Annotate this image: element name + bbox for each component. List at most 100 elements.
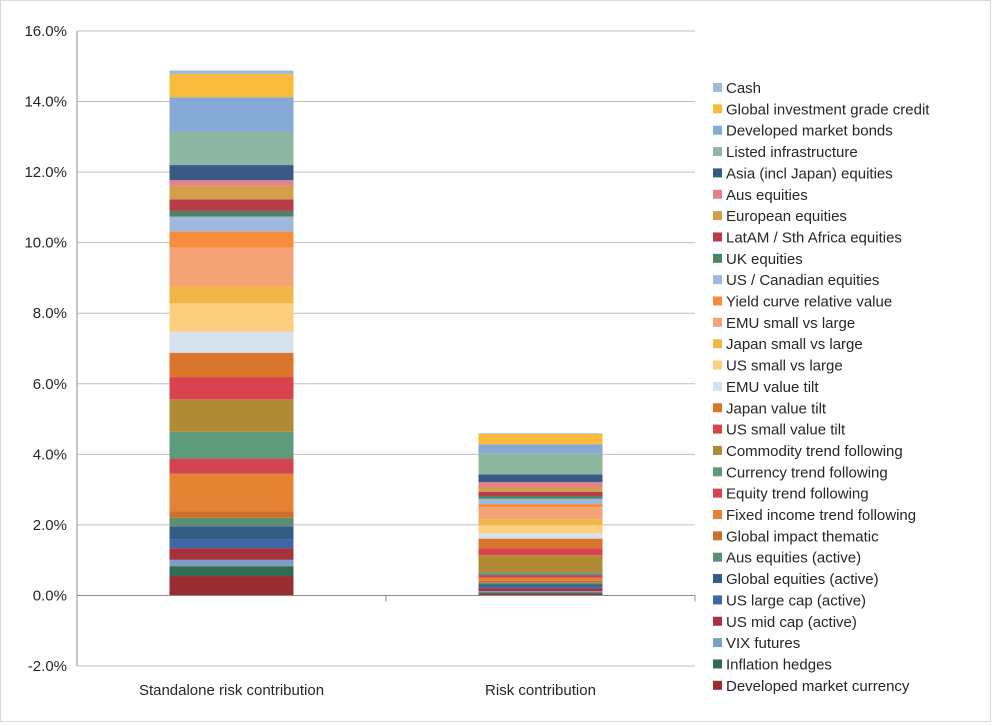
legend-swatch [713, 104, 722, 114]
bar-segment [169, 185, 294, 200]
bar-segment [169, 377, 294, 400]
bar-segment [478, 498, 603, 505]
legend-swatch [713, 275, 722, 285]
bar-segment [478, 591, 603, 593]
bar-segment [169, 331, 294, 353]
legend-label: Asia (incl Japan) equities [726, 165, 893, 182]
y-tick-label: 2.0% [33, 517, 67, 534]
bar-segment [169, 539, 294, 549]
legend-label: Commodity trend following [726, 443, 903, 460]
bar-segment [478, 474, 603, 483]
axes: -2.0% 0.0% 2.0% 4.0% 6.0% 8.0% 10.0% 12.0% 14.0%… [24, 23, 696, 699]
bar-segment [478, 574, 603, 578]
legend-swatch [713, 83, 722, 92]
legend-swatch [713, 552, 722, 562]
y-tick-label: 12.0% [24, 164, 67, 181]
bar-segment [169, 210, 294, 217]
legend-label: US small value tilt [726, 422, 846, 439]
bar-segment [478, 519, 603, 526]
legend-label: Fixed income trend following [726, 507, 916, 524]
legend-swatch [713, 168, 722, 178]
legend-label: Global equities (active) [726, 571, 879, 588]
legend: Cash Global investment grade credit Develo… [713, 80, 930, 695]
legend-swatch [713, 488, 722, 498]
y-tick-label: 8.0% [33, 305, 67, 322]
legend-label: Currency trend following [726, 464, 888, 481]
bar-segment [478, 433, 603, 445]
bar-segment [478, 525, 603, 534]
legend-swatch [713, 403, 722, 413]
bar-segment [478, 495, 603, 499]
legend-swatch [713, 531, 722, 541]
legend-swatch [713, 317, 722, 327]
legend-swatch [713, 659, 722, 669]
legend-swatch [713, 574, 722, 584]
y-tick-label: 14.0% [24, 94, 67, 111]
y-tick-label: 4.0% [33, 446, 67, 463]
y-tick-label: 10.0% [24, 235, 67, 252]
bar-segment [478, 582, 603, 585]
legend-swatch [713, 232, 722, 242]
bar-segment [169, 286, 294, 304]
legend-label: VIX futures [726, 635, 800, 652]
bar-segment [169, 511, 294, 518]
legend-label: Developed market bonds [726, 123, 893, 140]
legend-swatch [713, 339, 722, 349]
legend-label: UK equities [726, 251, 803, 268]
bar-segment [169, 247, 294, 287]
bar-segment [478, 588, 603, 592]
legend-label: US mid cap (active) [726, 614, 857, 631]
legend-label: EMU small vs large [726, 315, 855, 332]
bar-segment [169, 526, 294, 540]
legend-swatch [713, 296, 722, 306]
legend-label: Inflation hedges [726, 656, 832, 673]
legend-swatch [713, 147, 722, 157]
bar-segment [169, 473, 294, 512]
bar-segment [169, 180, 294, 186]
legend-label: US small vs large [726, 358, 843, 375]
bar-segment [478, 507, 603, 520]
legend-label: US / Canadian equities [726, 272, 879, 289]
legend-swatch [713, 253, 722, 263]
bar-segment [169, 431, 294, 459]
y-tick-label: -2.0% [28, 658, 67, 675]
bar-segment [169, 231, 294, 248]
bar-segment [169, 303, 294, 332]
bar-segment [169, 548, 294, 560]
bar-segment [169, 352, 294, 378]
bar-segment [478, 487, 603, 492]
legend-swatch [713, 424, 722, 434]
y-tick-label: 6.0% [33, 376, 67, 393]
legend-label: Cash [726, 80, 761, 97]
bar-segment [169, 566, 294, 577]
bar-stacks [169, 70, 603, 596]
legend-label: Yield curve relative value [726, 294, 892, 311]
legend-label: Developed market currency [726, 678, 910, 695]
legend-label: Japan small vs large [726, 336, 863, 353]
bar-segment [169, 131, 294, 166]
bar-segment [169, 70, 294, 75]
legend-swatch [713, 616, 722, 626]
bar-segment [478, 538, 603, 549]
legend-label: Aus equities (active) [726, 550, 861, 567]
bar-segment [478, 580, 603, 583]
bar-segment [169, 97, 294, 132]
legend-label: European equities [726, 208, 847, 225]
bar-segment [169, 458, 294, 474]
bar-segment [478, 586, 603, 589]
legend-swatch [713, 467, 722, 477]
legend-label: Global impact thematic [726, 528, 879, 545]
legend-swatch [713, 680, 722, 690]
bar-segment [169, 165, 294, 181]
bar-segment [478, 504, 603, 508]
legend-swatch [713, 189, 722, 199]
bar-segment [169, 559, 294, 567]
legend-label: EMU value tilt [726, 379, 819, 396]
legend-swatch [713, 381, 722, 391]
bar-segment [478, 482, 603, 488]
legend-swatch [713, 211, 722, 221]
legend-swatch [713, 360, 722, 370]
bar-segment [169, 216, 294, 232]
